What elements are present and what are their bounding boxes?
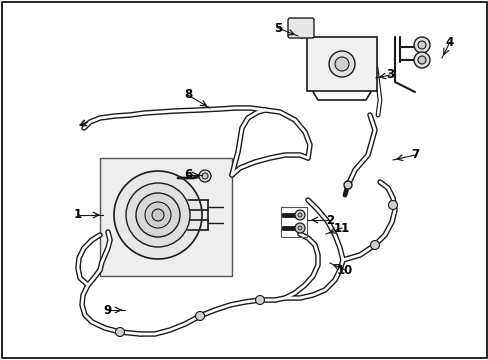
Circle shape [255,296,264,305]
Text: 6: 6 [183,168,192,181]
Circle shape [294,223,305,233]
Circle shape [387,201,397,210]
Bar [281,207,306,237]
Text: 4: 4 [445,36,453,49]
Circle shape [413,52,429,68]
Circle shape [126,183,190,247]
Circle shape [370,240,379,249]
Circle shape [328,51,354,77]
Circle shape [195,311,204,320]
Circle shape [294,210,305,220]
FancyBboxPatch shape [287,18,313,38]
Text: 1: 1 [74,208,82,221]
Circle shape [199,170,210,182]
Text: 10: 10 [336,264,352,276]
Bar [100,158,231,276]
Circle shape [297,226,302,230]
Text: 2: 2 [325,213,333,226]
Text: 3: 3 [385,68,393,81]
Circle shape [145,202,171,228]
Circle shape [417,56,425,64]
FancyBboxPatch shape [306,37,376,91]
Circle shape [115,328,124,337]
Circle shape [417,41,425,49]
Circle shape [297,213,302,217]
Circle shape [343,181,351,189]
Circle shape [152,209,163,221]
Circle shape [334,57,348,71]
Circle shape [114,171,202,259]
Text: 8: 8 [183,89,192,102]
Circle shape [136,193,180,237]
Text: 11: 11 [333,221,349,234]
Circle shape [413,37,429,53]
Text: 5: 5 [273,22,282,35]
Text: 7: 7 [410,148,418,162]
Text: 9: 9 [103,303,112,316]
Circle shape [202,173,207,179]
